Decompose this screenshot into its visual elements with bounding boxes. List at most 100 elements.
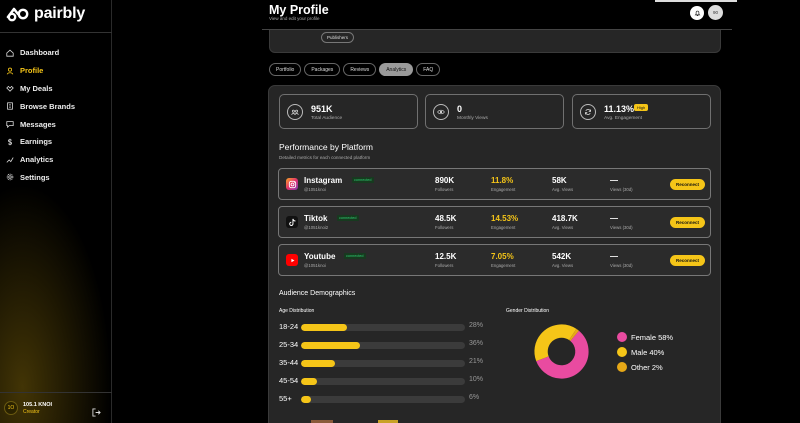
demographics-title: Audience Demographics <box>279 290 356 297</box>
divider <box>0 32 112 33</box>
age-percent: 36% <box>469 340 484 347</box>
metric-label: Views (30d) <box>610 225 633 230</box>
sidebar-item-analytics[interactable]: Analytics <box>0 151 112 169</box>
platform-handle: @1051knoi <box>304 263 326 268</box>
audience-icon <box>287 104 303 120</box>
reconnect-button[interactable]: Reconnect <box>670 217 705 228</box>
avatar[interactable]: 90 <box>708 5 723 20</box>
metric-value: 11.8% <box>491 176 514 185</box>
metric-followers: 48.5K Followers <box>435 214 456 230</box>
logo[interactable]: pairbly <box>5 5 85 23</box>
age-row-35-44: 35-44 21% <box>279 357 489 369</box>
gender-distribution-title: Gender Distribution <box>506 308 550 314</box>
instagram-icon <box>286 178 298 190</box>
logo-icon <box>5 6 31 22</box>
metric-value: 12.5K <box>435 252 457 261</box>
metric-views-30d: — Views (30d) <box>610 252 633 268</box>
user-role: Creator <box>23 409 40 415</box>
bottom-element <box>311 420 333 423</box>
metric-label: Engagement <box>491 187 516 192</box>
connected-badge: connected <box>337 215 359 221</box>
age-label: 55+ <box>279 394 292 403</box>
user-name: 105.1 KNOI <box>23 402 53 408</box>
message-icon <box>5 120 14 129</box>
connected-badge: connected <box>344 253 366 259</box>
metric-avg-views: 58K Avg. Views <box>552 176 573 192</box>
sidebar-item-messages[interactable]: Messages <box>0 115 112 133</box>
metric-value: 890K <box>435 176 455 185</box>
age-bar-fill <box>301 396 311 403</box>
status-badge: High <box>634 104 649 111</box>
avatar[interactable]: 1O <box>4 401 18 415</box>
user-icon <box>5 66 14 75</box>
age-bar-track <box>301 324 465 331</box>
page-title: My Profile <box>269 3 329 17</box>
stat-value: 951K <box>311 104 333 114</box>
legend-label: Female 58% <box>631 333 674 342</box>
sidebar-item-label: Settings <box>20 172 50 182</box>
metric-label: Views (30d) <box>610 263 633 268</box>
metric-label: Engagement <box>491 263 516 268</box>
metric-label: Views (30d) <box>610 187 633 192</box>
metric-value: 7.05% <box>491 252 514 261</box>
legend-dot <box>617 332 627 342</box>
sidebar-item-settings[interactable]: Settings <box>0 169 112 187</box>
tab-analytics[interactable]: Analytics <box>379 63 414 76</box>
metric-label: Avg. Views <box>552 187 574 192</box>
user-box: 1O 105.1 KNOI Creator <box>0 392 112 423</box>
age-percent: 28% <box>469 322 484 329</box>
age-percent: 21% <box>469 358 484 365</box>
dollar-icon <box>5 137 14 146</box>
logout-icon[interactable] <box>92 404 101 417</box>
publishers-pill[interactable]: Publishers <box>321 32 355 43</box>
sidebar-item-browse-brands[interactable]: Browse Brands <box>0 97 112 115</box>
metric-views-30d: — Views (30d) <box>610 214 633 230</box>
page-subtitle: View and edit your profile <box>269 16 320 21</box>
sidebar-item-profile[interactable]: Profile <box>0 62 112 80</box>
eye-icon <box>433 104 449 120</box>
legend-dot <box>617 362 627 372</box>
age-bar-fill <box>301 342 361 349</box>
tab-packages[interactable]: Packages <box>304 63 341 76</box>
tab-faq[interactable]: FAQ <box>416 63 441 76</box>
sidebar-item-dashboard[interactable]: Dashboard <box>0 44 112 62</box>
metric-value: 418.7K <box>552 214 578 223</box>
platform-name: Tiktok <box>304 214 328 223</box>
refresh-icon <box>580 104 596 120</box>
age-percent: 10% <box>469 376 484 383</box>
sidebar-item-label: My Deals <box>20 83 53 93</box>
metric-label: Followers <box>435 263 454 268</box>
logo-text: pairbly <box>34 5 86 22</box>
age-bar-fill <box>301 324 347 331</box>
age-label: 45-54 <box>279 376 299 385</box>
reconnect-button[interactable]: Reconnect <box>670 179 705 190</box>
sidebar-item-label: Earnings <box>20 137 53 147</box>
metric-value: 58K <box>552 176 567 185</box>
platform-name: Instagram <box>304 176 343 185</box>
sidebar-item-earnings[interactable]: Earnings <box>0 133 112 151</box>
chart-icon <box>5 155 14 164</box>
sidebar-item-my-deals[interactable]: My Deals <box>0 80 112 98</box>
metric-followers: 890K Followers <box>435 176 454 192</box>
tab-reviews[interactable]: Reviews <box>343 63 377 76</box>
stat-value: 0 <box>457 104 463 114</box>
age-row-55-plus: 55+ 6% <box>279 393 489 405</box>
stat-label: Monthly Views <box>457 116 488 121</box>
building-icon <box>5 102 14 111</box>
bell-icon[interactable] <box>690 6 704 20</box>
metric-views-30d: — Views (30d) <box>610 176 633 192</box>
sidebar-nav: Dashboard Profile My Deals Browse Brands… <box>0 44 112 186</box>
gender-donut-chart <box>534 324 589 379</box>
donut-slice-male <box>534 324 589 379</box>
legend-dot <box>617 347 627 357</box>
tab-portfolio[interactable]: Portfolio <box>269 63 302 76</box>
reconnect-button[interactable]: Reconnect <box>670 255 705 266</box>
metric-label: Avg. Views <box>552 263 574 268</box>
top-scrollbar[interactable] <box>655 0 737 2</box>
age-bar-track <box>301 396 465 403</box>
profile-tabs: Portfolio Packages Reviews Analytics FAQ <box>269 63 441 76</box>
metric-avg-views: 542K Avg. Views <box>552 252 573 268</box>
divider <box>262 29 732 30</box>
legend-label: Male 40% <box>631 348 665 357</box>
stat-card-monthly-views: 0 Monthly Views <box>425 94 564 129</box>
